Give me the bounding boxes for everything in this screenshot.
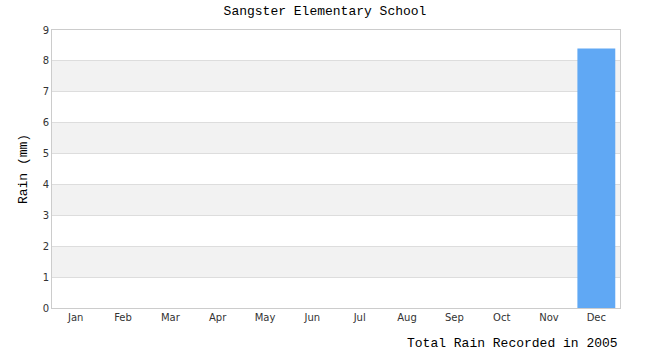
svg-text:Aug: Aug bbox=[397, 312, 417, 323]
svg-text:Jan: Jan bbox=[67, 312, 83, 323]
svg-text:Apr: Apr bbox=[209, 312, 227, 323]
svg-text:6: 6 bbox=[43, 117, 49, 128]
svg-text:2: 2 bbox=[43, 241, 49, 252]
svg-text:8: 8 bbox=[43, 55, 49, 66]
svg-text:7: 7 bbox=[43, 86, 49, 97]
svg-text:Sangster Elementary School: Sangster Elementary School bbox=[224, 4, 427, 19]
svg-text:9: 9 bbox=[43, 25, 49, 36]
svg-text:Oct: Oct bbox=[493, 312, 510, 323]
svg-text:May: May bbox=[255, 312, 276, 323]
svg-text:4: 4 bbox=[43, 179, 49, 190]
svg-text:Rain (mm): Rain (mm) bbox=[16, 134, 31, 204]
svg-text:Total Rain Recorded in 2005: Total Rain Recorded in 2005 bbox=[407, 336, 618, 351]
svg-text:Jul: Jul bbox=[353, 312, 366, 323]
svg-text:Mar: Mar bbox=[161, 312, 181, 323]
svg-text:Feb: Feb bbox=[114, 312, 132, 323]
svg-text:0: 0 bbox=[43, 303, 49, 314]
svg-text:1: 1 bbox=[43, 272, 49, 283]
svg-text:5: 5 bbox=[43, 148, 49, 159]
svg-text:Dec: Dec bbox=[587, 312, 606, 323]
svg-text:3: 3 bbox=[43, 210, 49, 221]
svg-text:Nov: Nov bbox=[539, 312, 559, 323]
svg-text:Jun: Jun bbox=[304, 312, 321, 323]
svg-text:Sep: Sep bbox=[445, 312, 464, 323]
